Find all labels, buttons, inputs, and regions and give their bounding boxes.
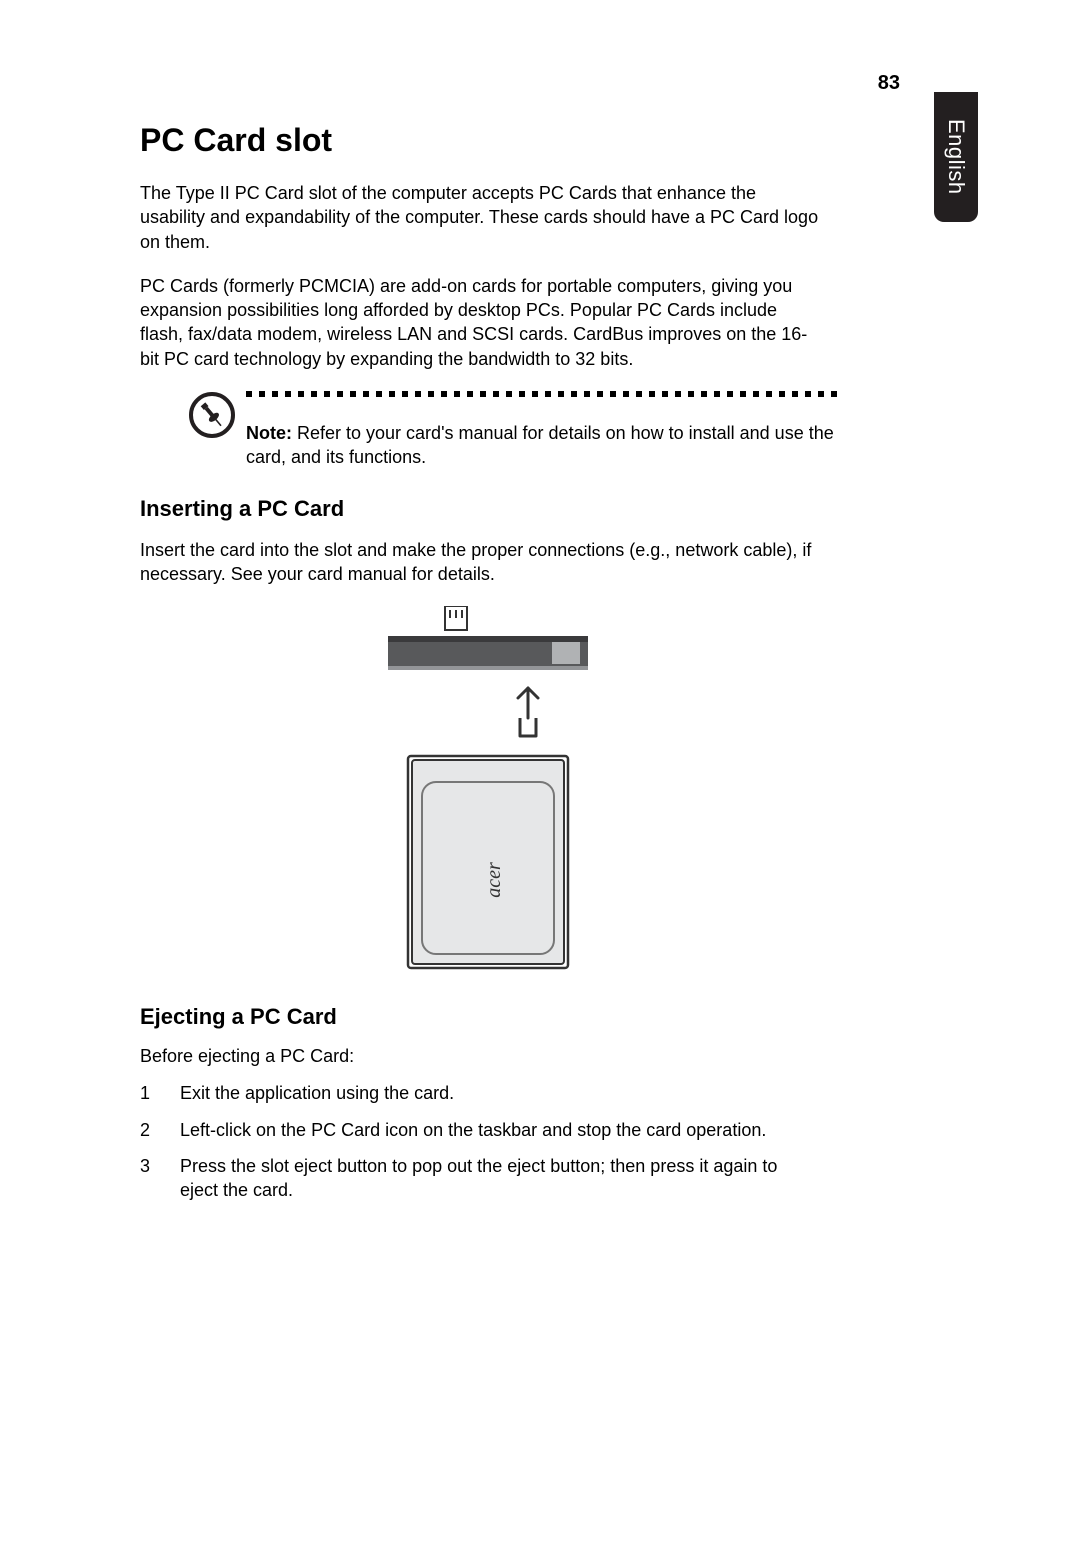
note-label: Note:	[246, 423, 292, 443]
note-block: Note: Refer to your card's manual for de…	[188, 391, 808, 470]
pin-note-icon	[188, 391, 236, 439]
note-text: Note: Refer to your card's manual for de…	[246, 421, 844, 470]
section-paragraph-1: The Type II PC Card slot of the computer…	[140, 181, 820, 254]
ejecting-step: Left-click on the PC Card icon on the ta…	[140, 1118, 820, 1142]
inserting-paragraph: Insert the card into the slot and make t…	[140, 538, 820, 587]
insert-card-figure: acer	[140, 606, 820, 976]
ejecting-steps-list: Exit the application using the card. Left…	[140, 1081, 820, 1202]
section-paragraph-2: PC Cards (formerly PCMCIA) are add-on ca…	[140, 274, 820, 371]
ejecting-intro: Before ejecting a PC Card:	[140, 1046, 820, 1067]
language-tab: English	[934, 92, 978, 222]
language-tab-label: English	[943, 119, 969, 195]
section-title: PC Card slot	[140, 122, 820, 159]
page-content: PC Card slot The Type II PC Card slot of…	[140, 122, 820, 1202]
ejecting-step: Exit the application using the card.	[140, 1081, 820, 1105]
note-dotted-rule	[246, 391, 844, 403]
page-number: 83	[878, 72, 900, 95]
inserting-title: Inserting a PC Card	[140, 496, 820, 522]
note-body: Note: Refer to your card's manual for de…	[246, 391, 844, 470]
note-message: Refer to your card's manual for details …	[246, 423, 834, 467]
manual-page: 83 English PC Card slot The Type II PC C…	[0, 0, 1080, 1549]
ejecting-title: Ejecting a PC Card	[140, 1004, 820, 1030]
card-brand-label: acer	[483, 862, 505, 898]
ejecting-step: Press the slot eject button to pop out t…	[140, 1154, 820, 1203]
insert-card-illustration: acer	[350, 606, 610, 976]
